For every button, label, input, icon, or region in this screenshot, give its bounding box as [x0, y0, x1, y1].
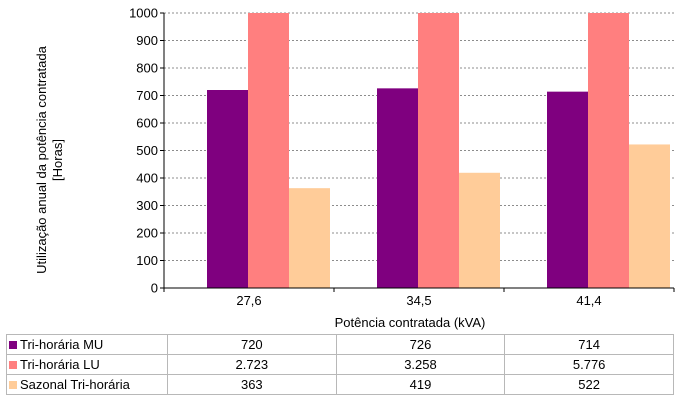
- table-row: Tri-horária LU 2.723 3.258 5.776: [6, 354, 674, 375]
- y-axis-title-line2: [Horas]: [50, 139, 65, 181]
- legend-label: Tri-horária LU: [20, 357, 100, 372]
- bar: [459, 172, 500, 288]
- legend-label: Tri-horária MU: [20, 337, 104, 352]
- y-tick-label: 500: [136, 143, 158, 158]
- bar: [248, 13, 289, 288]
- y-tick-label: 400: [136, 171, 158, 186]
- legend-swatch-tri-horaria-mu: [9, 340, 17, 349]
- y-tick-label: 800: [136, 61, 158, 76]
- table-cell: 720: [167, 334, 337, 355]
- legend-swatch-tri-horaria-lu: [9, 360, 17, 369]
- table-cell: 5.776: [504, 354, 674, 375]
- y-tick-labels: 0 100 200 300 400 500 600 700 800 900 1000: [129, 6, 158, 296]
- series-label-tri-horaria-mu: Tri-horária MU: [6, 334, 168, 355]
- y-axis-title-line1: Utilização anual da potência contratada: [34, 45, 49, 273]
- table-cell: 419: [335, 374, 506, 395]
- y-tick-label: 1000: [129, 6, 158, 21]
- table-cell: 363: [167, 374, 337, 395]
- y-tick-label: 600: [136, 116, 158, 131]
- y-tick-label: 100: [136, 253, 158, 268]
- bars: [207, 13, 670, 289]
- y-tick-label: 300: [136, 198, 158, 213]
- table-cell: 522: [504, 374, 674, 395]
- data-table: Tri-horária MU 720 726 714 Tri-horária L…: [6, 334, 674, 395]
- bar: [289, 188, 330, 288]
- table-cell: 3.258: [335, 354, 506, 375]
- x-tick-labels: 27,6 34,5 41,4: [236, 293, 601, 308]
- x-tick-label: 34,5: [406, 293, 431, 308]
- y-tick-label: 900: [136, 33, 158, 48]
- x-axis-title: Potência contratada (kVA): [335, 315, 486, 330]
- bar: [629, 144, 670, 288]
- table-row: Sazonal Tri-horária 363 419 522: [6, 374, 674, 395]
- y-tick-label: 200: [136, 226, 158, 241]
- x-tick-label: 41,4: [576, 293, 601, 308]
- bar: [418, 13, 459, 288]
- table-cell: 2.723: [167, 354, 337, 375]
- bar: [547, 91, 588, 289]
- series-label-sazonal-tri-horaria: Sazonal Tri-horária: [6, 374, 168, 395]
- legend-label: Sazonal Tri-horária: [20, 377, 130, 392]
- x-tick-label: 27,6: [236, 293, 261, 308]
- bar: [588, 13, 629, 288]
- y-tick-label: 700: [136, 88, 158, 103]
- bar: [377, 88, 418, 288]
- table-cell: 714: [504, 334, 674, 355]
- axes: [160, 12, 675, 292]
- y-tick-label: 0: [151, 281, 158, 296]
- table-cell: 726: [335, 334, 506, 355]
- legend-swatch-sazonal-tri-horaria: [9, 380, 17, 389]
- series-label-tri-horaria-lu: Tri-horária LU: [6, 354, 168, 375]
- table-row: Tri-horária MU 720 726 714: [6, 334, 674, 355]
- bar: [207, 90, 248, 288]
- bar-chart: 0 100 200 300 400 500 600 700 800 900 1000 27,6 34,…: [34, 6, 675, 330]
